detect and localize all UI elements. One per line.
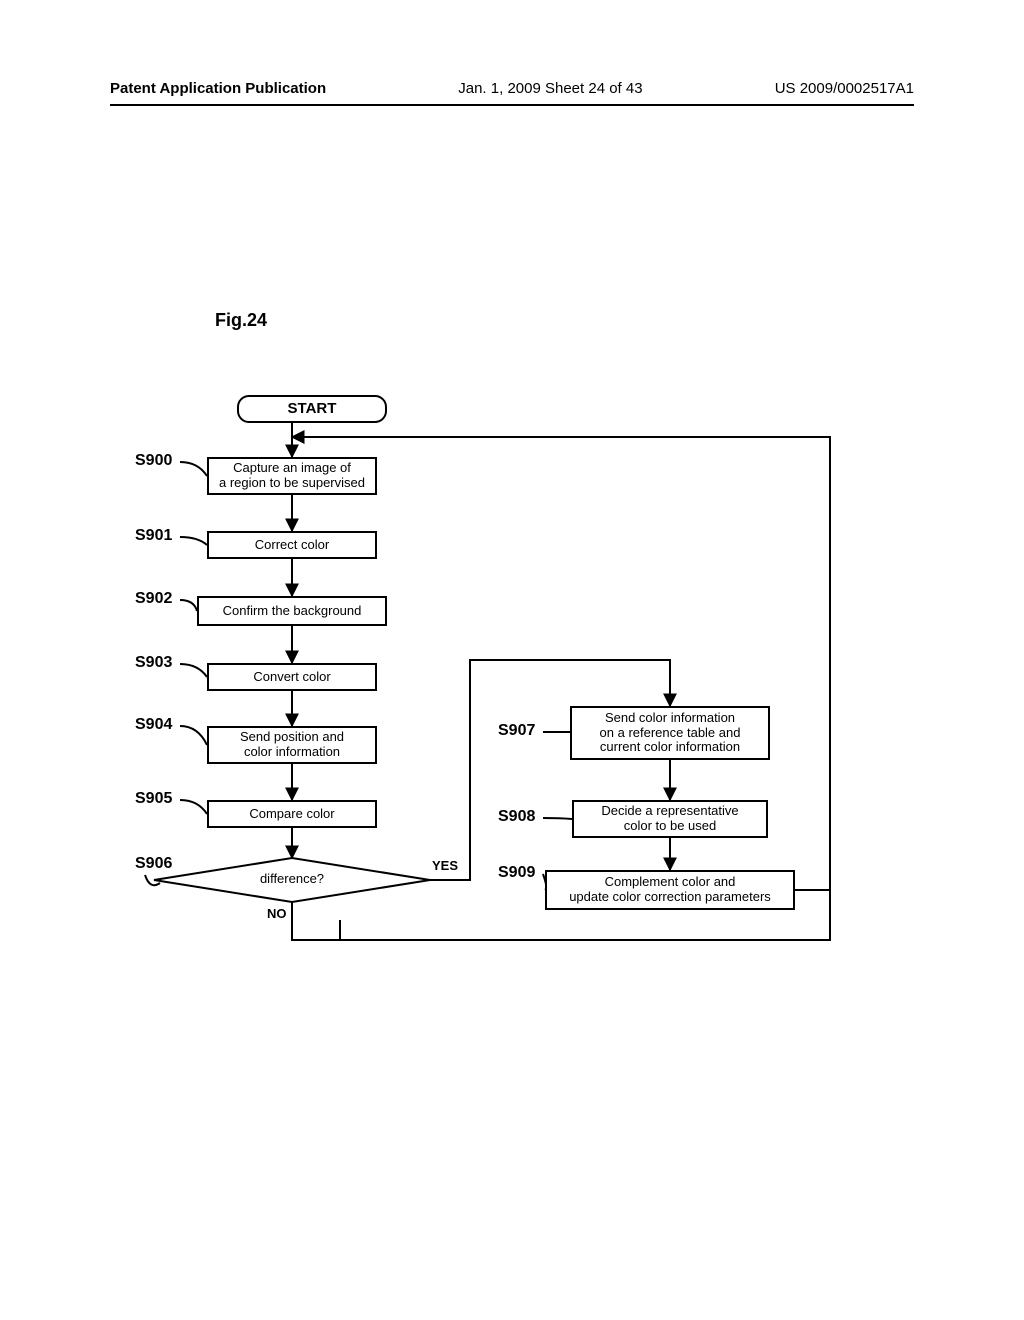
node-s902: Confirm the background (197, 596, 387, 626)
label-s909: S909 (498, 864, 535, 882)
node-start: START (237, 395, 387, 423)
node-s907: Send color information on a reference ta… (570, 706, 770, 760)
label-s905: S905 (135, 790, 172, 808)
node-s906-text: difference? (232, 871, 352, 886)
flowchart-canvas: START Capture an image of a region to be… (0, 0, 1024, 1320)
label-s901: S901 (135, 527, 172, 545)
label-s900: S900 (135, 452, 172, 470)
label-s907: S907 (498, 722, 535, 740)
edge-label-yes: YES (432, 858, 458, 873)
node-s908: Decide a representative color to be used (572, 800, 768, 838)
node-s905: Compare color (207, 800, 377, 828)
node-s904: Send position and color information (207, 726, 377, 764)
edge-label-no: NO (267, 906, 287, 921)
label-s903: S903 (135, 654, 172, 672)
label-s904: S904 (135, 716, 172, 734)
label-s906: S906 (135, 855, 172, 873)
node-s909: Complement color and update color correc… (545, 870, 795, 910)
node-s903: Convert color (207, 663, 377, 691)
node-s900: Capture an image of a region to be super… (207, 457, 377, 495)
label-s902: S902 (135, 590, 172, 608)
label-s908: S908 (498, 808, 535, 826)
node-s901: Correct color (207, 531, 377, 559)
